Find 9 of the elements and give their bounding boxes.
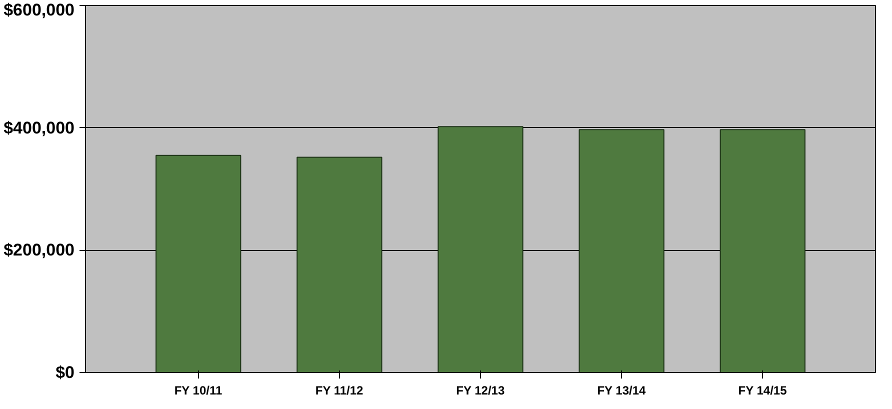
x-tick-label: FY 11/12 [315, 384, 364, 398]
y-tick-label: $400,000 [4, 118, 74, 138]
y-tick-label: $600,000 [4, 0, 74, 20]
x-tick-label: FY 14/15 [738, 384, 788, 398]
x-tick-label: FY 13/14 [597, 384, 646, 398]
y-tick-label: $0 [56, 363, 75, 382]
y-tick-label: $200,000 [4, 240, 74, 260]
x-tick-label: FY 10/11 [174, 384, 222, 398]
x-tick-label: FY 12/13 [456, 384, 505, 398]
